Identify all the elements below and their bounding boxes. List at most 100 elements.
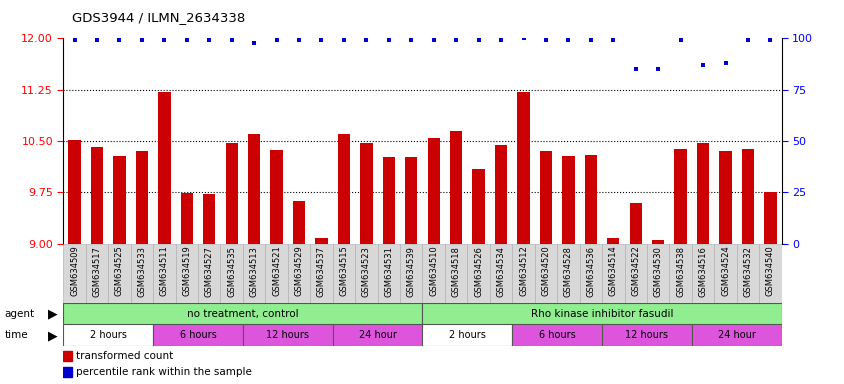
Text: GSM634520: GSM634520: [541, 246, 549, 296]
Bar: [354, 244, 377, 303]
Bar: [534, 244, 556, 303]
Bar: [511, 324, 601, 346]
Point: [314, 37, 327, 43]
Bar: [176, 244, 197, 303]
Point: [763, 37, 776, 43]
Point: [673, 37, 686, 43]
Point: [606, 37, 619, 43]
Bar: [736, 244, 758, 303]
Bar: [181, 193, 192, 244]
Bar: [86, 244, 108, 303]
Text: GSM634510: GSM634510: [429, 246, 438, 296]
Bar: [696, 143, 708, 244]
Point: [135, 37, 149, 43]
Bar: [63, 367, 72, 377]
Bar: [360, 143, 372, 244]
Bar: [601, 324, 691, 346]
Bar: [422, 244, 445, 303]
Bar: [741, 149, 753, 244]
Bar: [63, 244, 86, 303]
Bar: [68, 140, 81, 244]
Text: 2 hours: 2 hours: [89, 330, 127, 341]
Point: [180, 37, 193, 43]
Text: GSM634537: GSM634537: [316, 246, 326, 296]
Bar: [445, 244, 467, 303]
Bar: [718, 151, 731, 244]
Text: GDS3944 / ILMN_2634338: GDS3944 / ILMN_2634338: [72, 12, 245, 25]
Bar: [338, 134, 349, 244]
Bar: [495, 145, 506, 244]
Bar: [153, 244, 176, 303]
Bar: [763, 192, 776, 244]
Text: 12 hours: 12 hours: [625, 330, 668, 341]
Bar: [63, 351, 72, 361]
Point: [381, 37, 395, 43]
Point: [247, 40, 261, 46]
Text: GSM634539: GSM634539: [406, 246, 415, 296]
Text: GSM634511: GSM634511: [160, 246, 169, 296]
Bar: [203, 194, 215, 244]
Bar: [450, 131, 462, 244]
Point: [269, 37, 283, 43]
Bar: [247, 134, 260, 244]
Point: [112, 37, 126, 43]
Bar: [579, 244, 601, 303]
Point: [90, 37, 104, 43]
Bar: [606, 238, 619, 244]
Text: GSM634518: GSM634518: [452, 246, 460, 296]
Text: GSM634523: GSM634523: [361, 246, 371, 296]
Text: GSM634529: GSM634529: [295, 246, 303, 296]
Point: [449, 37, 463, 43]
Bar: [668, 244, 691, 303]
Point: [68, 37, 81, 43]
Point: [158, 37, 171, 43]
Text: GSM634517: GSM634517: [93, 246, 101, 296]
Point: [651, 66, 664, 72]
Text: transformed count: transformed count: [76, 351, 173, 361]
Point: [337, 37, 350, 43]
Bar: [197, 244, 220, 303]
Point: [628, 66, 641, 72]
Text: GSM634522: GSM634522: [630, 246, 640, 296]
Point: [225, 37, 238, 43]
Text: time: time: [4, 330, 28, 341]
Bar: [310, 244, 333, 303]
Point: [404, 37, 418, 43]
Text: GSM634534: GSM634534: [496, 246, 505, 296]
Text: GSM634509: GSM634509: [70, 246, 79, 296]
Bar: [136, 151, 148, 244]
Point: [538, 37, 552, 43]
Bar: [333, 324, 422, 346]
Bar: [315, 238, 327, 244]
Bar: [713, 244, 736, 303]
Bar: [422, 303, 781, 324]
Bar: [490, 244, 511, 303]
Bar: [243, 244, 265, 303]
Point: [695, 62, 709, 68]
Bar: [399, 244, 422, 303]
Text: percentile rank within the sample: percentile rank within the sample: [76, 367, 252, 377]
Bar: [270, 150, 283, 244]
Text: GSM634528: GSM634528: [563, 246, 572, 296]
Point: [517, 35, 530, 41]
Bar: [377, 244, 399, 303]
Bar: [225, 143, 238, 244]
Text: no treatment, control: no treatment, control: [187, 309, 299, 319]
Bar: [158, 92, 170, 244]
Text: GSM634519: GSM634519: [182, 246, 191, 296]
Text: 6 hours: 6 hours: [180, 330, 216, 341]
Bar: [153, 324, 243, 346]
Point: [292, 37, 306, 43]
Bar: [404, 157, 417, 244]
Text: GSM634531: GSM634531: [384, 246, 392, 296]
Bar: [108, 244, 131, 303]
Text: 6 hours: 6 hours: [538, 330, 575, 341]
Text: GSM634515: GSM634515: [339, 246, 348, 296]
Bar: [288, 244, 310, 303]
Point: [471, 37, 484, 43]
Text: 2 hours: 2 hours: [448, 330, 485, 341]
Point: [360, 37, 373, 43]
Bar: [427, 138, 440, 244]
Bar: [467, 244, 490, 303]
Bar: [691, 244, 713, 303]
